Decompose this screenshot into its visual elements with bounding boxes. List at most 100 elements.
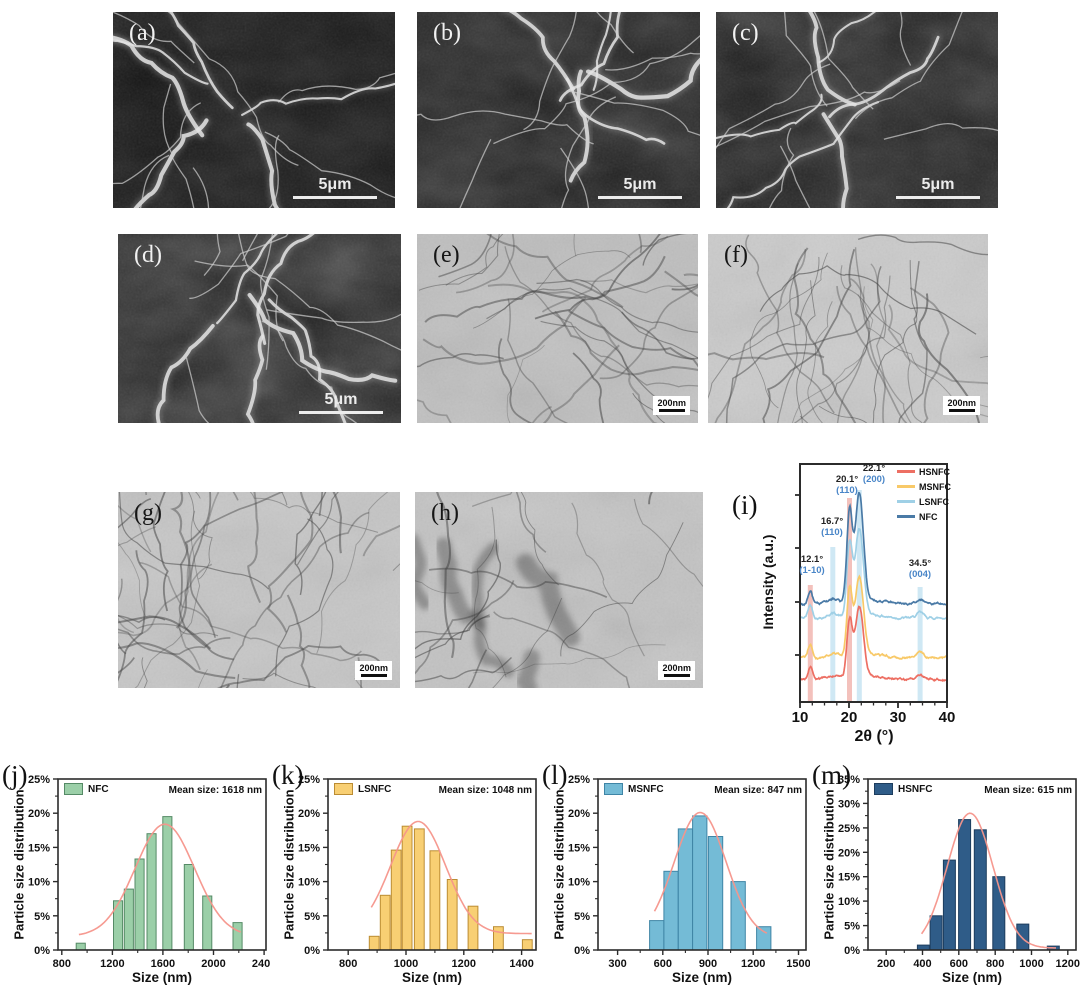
x-axis-label: Size (nm) — [401, 970, 462, 985]
peak-band-22.1 — [856, 490, 862, 702]
fibril — [726, 101, 880, 208]
bar — [390, 849, 402, 951]
y-tick-label: 5% — [844, 921, 860, 933]
fibril-strand — [264, 131, 395, 199]
x-axis-label: Size (nm) — [131, 970, 192, 985]
bar — [123, 888, 134, 951]
scale-bar-a: 5μm — [293, 176, 377, 199]
y-tick-label: 25% — [28, 774, 50, 786]
bar — [183, 864, 194, 951]
bars-group — [75, 816, 243, 951]
nanofibril-network — [415, 492, 703, 688]
fibril-strand — [899, 12, 912, 66]
fibril — [818, 12, 876, 64]
y-tick-label: 20% — [28, 808, 50, 820]
fibril-strand — [266, 492, 314, 633]
nanofibril-network — [708, 234, 988, 423]
x-tick-label: 600 — [654, 958, 672, 970]
micrograph-panel-f: (f) 200nm — [708, 234, 988, 423]
x-tick-label: 200 — [877, 958, 895, 970]
fibril-aggregate — [516, 553, 580, 647]
panel-label-i: (i) — [732, 490, 758, 520]
fibril-strand — [909, 287, 950, 423]
micrograph-panel-g: (g) 200nm — [118, 492, 400, 688]
bar — [649, 920, 665, 951]
fibril-strand — [194, 260, 401, 351]
peak-angle: 16.7° — [820, 516, 844, 527]
mean-size-text: Mean size: 847 nm — [714, 785, 802, 796]
fibril-strand — [486, 234, 624, 309]
scale-label-e: 200nm — [657, 398, 686, 408]
scale-bar-c: 5μm — [896, 176, 980, 199]
fibril-strand — [445, 234, 500, 286]
fibril-aggregate — [435, 537, 475, 624]
x-tick-label: 1600 — [151, 958, 175, 970]
fibril-strand — [118, 550, 149, 682]
fibril-strand — [277, 72, 395, 103]
panel-label-d: (d) — [134, 242, 162, 268]
bar — [134, 858, 145, 951]
scale-label-c: 5μm — [921, 176, 955, 193]
fibril-strand — [777, 263, 799, 423]
fibril-strand — [836, 247, 870, 423]
fibril-strand — [759, 265, 977, 335]
x-tick-label: 800 — [53, 958, 71, 970]
bar — [707, 836, 724, 951]
histogram-legend: NFC — [64, 783, 109, 795]
fibril-strand — [472, 250, 631, 329]
x-axis-label: Size (nm) — [941, 970, 1002, 985]
legend-label: MSNFC — [628, 783, 664, 795]
y-tick-label: 5% — [574, 911, 590, 923]
fibril-bundle — [417, 12, 700, 208]
legend-swatch-icon — [334, 783, 353, 795]
peak-annotation-34-5: 34.5° (004) — [898, 558, 942, 580]
fibril-strand — [118, 615, 212, 650]
fibril-strand — [536, 278, 698, 333]
grain-layer — [716, 12, 998, 208]
grain-layer — [417, 234, 698, 423]
fibril-strand — [541, 235, 669, 313]
fibril-strand — [571, 502, 645, 657]
fit-curve — [920, 812, 1056, 949]
mean-size-text: Mean size: 1048 nm — [438, 785, 532, 796]
fibril — [113, 35, 205, 138]
micrograph-panel-b: (b) 5μm — [417, 12, 700, 208]
bar — [493, 926, 504, 951]
x-tick-label: 1500 — [786, 958, 810, 970]
fibril — [169, 12, 234, 110]
scale-bar-line — [948, 409, 975, 412]
y-axis-ticks — [795, 494, 800, 656]
fibril-strand — [507, 298, 569, 423]
y-tick-label: 15% — [838, 872, 860, 884]
fibril-strand — [139, 562, 362, 662]
legend-label: NFC — [88, 783, 109, 795]
fibril-strand — [249, 492, 379, 533]
fibril-strand — [188, 492, 213, 580]
y-tick-label: 20% — [838, 847, 860, 859]
fibril-strand — [554, 310, 698, 376]
fibril-strand — [898, 261, 928, 423]
y-tick-label: 35% — [838, 774, 860, 786]
bar — [973, 829, 987, 951]
histogram-panel-lsnfc: (k) Particle size distribution 0% 5% 10% 15… — [270, 758, 540, 989]
y-tick-label: 10% — [298, 877, 320, 889]
scale-label-f: 200nm — [947, 398, 976, 408]
fibril-strand — [118, 614, 166, 624]
peak-band-34.5 — [917, 587, 923, 702]
fibril-bundle — [113, 12, 395, 208]
fibril-strand — [296, 492, 339, 566]
histogram-chart-msnfc: 0% 5% 10% 15% 20% 25% 300 600 900 1200 1500 — [568, 774, 810, 970]
fibril-strand — [568, 310, 698, 368]
fibril-strand — [749, 252, 828, 409]
y-tick-label: 10% — [568, 877, 590, 889]
fibril-strand — [664, 270, 698, 297]
mean-size-text: Mean size: 1618 nm — [168, 785, 262, 796]
y-tick-label: 5% — [304, 911, 320, 923]
fibril-strand — [362, 524, 400, 557]
peak-hkl: (004) — [908, 569, 932, 580]
plot-frame — [867, 778, 1077, 951]
scale-bar-f: 200nm — [943, 396, 980, 415]
fibril-strand — [134, 510, 201, 688]
scale-bar-line — [658, 409, 685, 412]
peak-angle: 34.5° — [908, 558, 932, 569]
